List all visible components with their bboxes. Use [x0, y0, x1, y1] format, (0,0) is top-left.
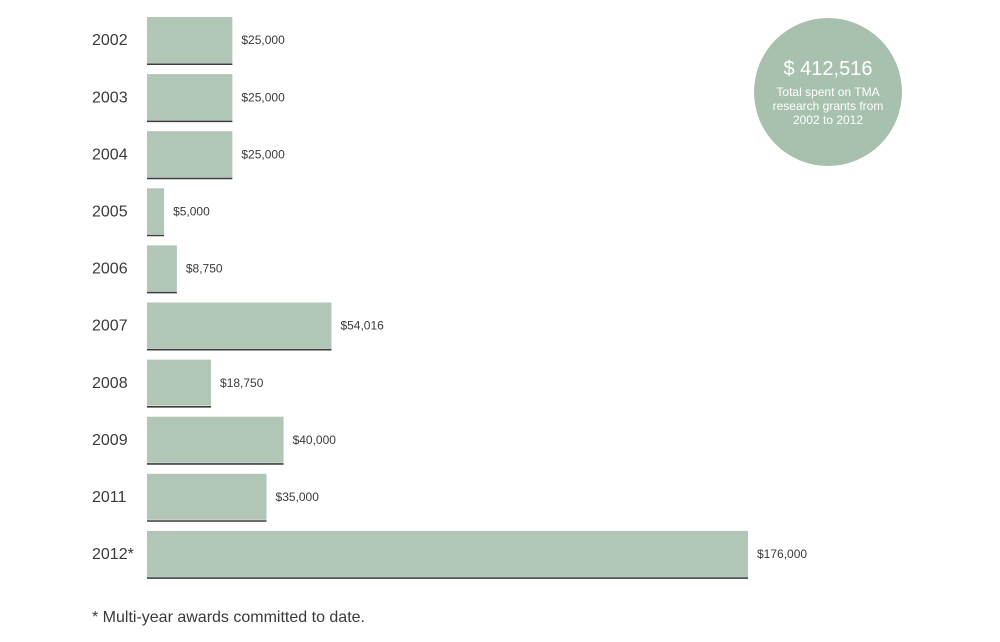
- year-label: 2012*: [92, 546, 134, 563]
- value-label: $25,000: [241, 33, 285, 47]
- total-caption: Total spent on TMA research grants from …: [772, 85, 884, 127]
- footnote: * Multi-year awards committed to date.: [92, 609, 365, 626]
- bar-2008: [147, 359, 212, 406]
- total-amount: $ 412,516: [783, 58, 873, 80]
- value-label: $35,000: [276, 490, 320, 504]
- bar-2006: [147, 245, 177, 292]
- value-label: $18,750: [220, 376, 264, 390]
- value-label: $5,000: [173, 204, 210, 218]
- total-spent-badge: $ 412,516 Total spent on TMA research gr…: [754, 18, 902, 166]
- year-label: 2008: [92, 375, 128, 392]
- bar-2002: [147, 17, 233, 63]
- bar-2009: [147, 416, 284, 463]
- value-label: $176,000: [757, 547, 807, 561]
- year-label: 2011: [92, 489, 127, 506]
- value-label: $54,016: [340, 319, 384, 333]
- bar-2003: [147, 74, 233, 121]
- year-label: 2003: [92, 89, 128, 106]
- year-label: 2007: [92, 318, 128, 335]
- year-label: 2006: [92, 261, 128, 278]
- year-label: 2002: [92, 32, 128, 49]
- value-label: $8,750: [186, 262, 223, 276]
- year-label: 2004: [92, 146, 128, 163]
- value-label: $40,000: [293, 433, 337, 447]
- bar-2012: [147, 530, 748, 577]
- year-label: 2009: [92, 432, 128, 449]
- value-label: $25,000: [241, 147, 285, 161]
- bar-2011: [147, 473, 267, 520]
- value-label: $25,000: [241, 90, 285, 104]
- bar-2005: [147, 188, 165, 235]
- bar-2007: [147, 302, 332, 349]
- year-label: 2005: [92, 204, 128, 221]
- bar-2004: [147, 131, 233, 178]
